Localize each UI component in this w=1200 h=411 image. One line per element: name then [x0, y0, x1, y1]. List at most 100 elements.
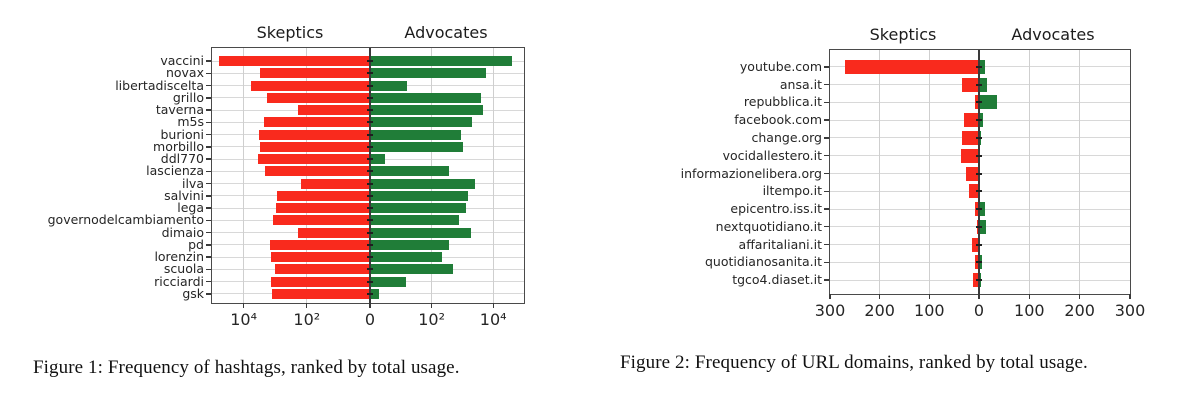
xtick-mark [1028, 294, 1031, 299]
column-header-skeptics: Skeptics [256, 23, 324, 42]
bar-skeptics-ilva [301, 178, 370, 189]
ytick-mark [823, 137, 829, 139]
ytick-mark [823, 208, 829, 210]
ytick-mark [823, 66, 829, 68]
ytick-zero-dash [367, 109, 373, 112]
bar-skeptics-tgco4.diaset.it [972, 273, 979, 288]
ytick-mark [205, 219, 211, 222]
xtick-mark [928, 294, 931, 299]
ytick-mark [205, 146, 211, 148]
ytick-zero-dash [976, 119, 982, 122]
ytick-zero-dash [367, 292, 373, 295]
ytick-zero-dash [976, 154, 982, 157]
bar-skeptics-change.org [961, 130, 979, 145]
column-header-advocates: Advocates [404, 23, 488, 42]
xtick-label: 300 [814, 301, 846, 320]
column-header-skeptics: Skeptics [869, 25, 937, 44]
ytick-mark [205, 133, 211, 136]
xtick-label: 10⁴ [479, 310, 507, 329]
ytick-label-vaccini: vaccini [160, 52, 204, 68]
ytick-label-ilva: ilva [181, 175, 204, 191]
xtick-label: 10² [293, 310, 321, 329]
bar-advocates-lorenzin [370, 252, 443, 263]
bar-advocates-salvini [370, 190, 468, 201]
bar-advocates-ilva [370, 178, 476, 189]
ytick-label-novax: novax [165, 65, 204, 81]
ytick-zero-dash [367, 243, 373, 246]
ytick-zero-dash [367, 182, 373, 185]
bar-skeptics-facebook.com [963, 113, 979, 128]
ytick-label-salvini: salvini [164, 187, 204, 203]
bar-skeptics-salvini [276, 190, 370, 201]
bar-advocates-morbillo [370, 141, 464, 152]
ytick-zero-dash [367, 145, 373, 148]
ytick-mark [823, 190, 829, 192]
xtick-label: 10⁴ [230, 310, 257, 329]
bar-skeptics-youtube.com [844, 59, 979, 74]
ytick-mark [205, 182, 211, 185]
ytick-zero-dash [367, 280, 373, 283]
bar-skeptics-vocidallestero.it [961, 148, 979, 163]
hashtag-chart-plot-area: vaccini novax libertadiscelta grillo taverna… [48, 47, 525, 328]
xtick-label: 200 [1064, 301, 1095, 320]
ytick-mark [205, 244, 211, 246]
ytick-zero-dash [976, 261, 982, 264]
ytick-zero-dash [976, 136, 982, 139]
ytick-label-lascienza: lascienza [146, 163, 204, 179]
ytick-mark [205, 170, 211, 173]
ytick-zero-dash [976, 172, 982, 175]
ytick-mark [823, 101, 829, 104]
bar-skeptics-taverna [298, 105, 370, 116]
bar-skeptics-grillo [267, 92, 370, 103]
ytick-zero-dash [367, 158, 373, 161]
ytick-label-libertadiscelta: libertadiscelta [115, 77, 204, 93]
bar-skeptics-burioni [259, 129, 370, 140]
bar-advocates-dimaio [370, 227, 471, 238]
xtick-label: 10² [418, 310, 445, 329]
gridline-vertical [1079, 50, 1081, 294]
bar-skeptics-lascienza [265, 166, 370, 177]
ytick-mark [205, 72, 211, 75]
gridline-vertical [879, 50, 881, 294]
bar-skeptics-ricciardi [271, 276, 370, 287]
ytick-label-burioni: burioni [160, 126, 204, 142]
ytick-label-dimaio: dimaio [161, 224, 204, 240]
bar-advocates-gsk [370, 288, 380, 299]
ytick-mark [205, 195, 211, 197]
ytick-mark [823, 83, 829, 86]
ytick-zero-dash [367, 256, 373, 259]
bar-skeptics-lega [275, 203, 370, 214]
ytick-label-nextquotidiano.it: nextquotidiano.it [715, 218, 822, 234]
bar-advocates-burioni [370, 129, 462, 140]
ytick-zero-dash [367, 194, 373, 197]
bar-skeptics-scuola [275, 264, 370, 275]
zero-axis-line [978, 50, 980, 294]
bar-advocates-grillo [370, 92, 482, 103]
ytick-mark [205, 121, 211, 124]
ytick-zero-dash [367, 207, 373, 210]
ytick-mark [205, 293, 211, 295]
ytick-label-governodelcambiamento: governodelcambiamento [47, 212, 204, 228]
bar-advocates-ricciardi [370, 276, 407, 287]
ytick-label-grillo: grillo [172, 89, 204, 105]
bar-advocates-pd [370, 239, 450, 250]
xtick-mark [369, 303, 371, 308]
bar-skeptics-iltempo.it [968, 184, 979, 199]
ytick-label-scuola: scuola [163, 261, 204, 277]
gridline-vertical [492, 48, 494, 303]
ytick-label-morbillo: morbillo [153, 138, 204, 154]
xtick-mark [242, 303, 245, 308]
ytick-label-lega: lega [177, 199, 204, 215]
ytick-zero-dash [367, 60, 373, 63]
gridline-vertical [1028, 50, 1030, 294]
ytick-zero-dash [976, 190, 982, 193]
ytick-label-gsk: gsk [182, 285, 204, 301]
bar-skeptics-m5s [263, 117, 370, 128]
bar-skeptics-affaritaliani.it [972, 237, 979, 252]
ytick-mark [823, 172, 829, 175]
column-header-advocates: Advocates [1011, 25, 1095, 44]
ytick-label-ansa.it: ansa.it [779, 76, 822, 92]
bar-advocates-libertadiscelta [370, 80, 408, 91]
ytick-mark [823, 279, 829, 281]
ytick-mark [205, 84, 211, 87]
